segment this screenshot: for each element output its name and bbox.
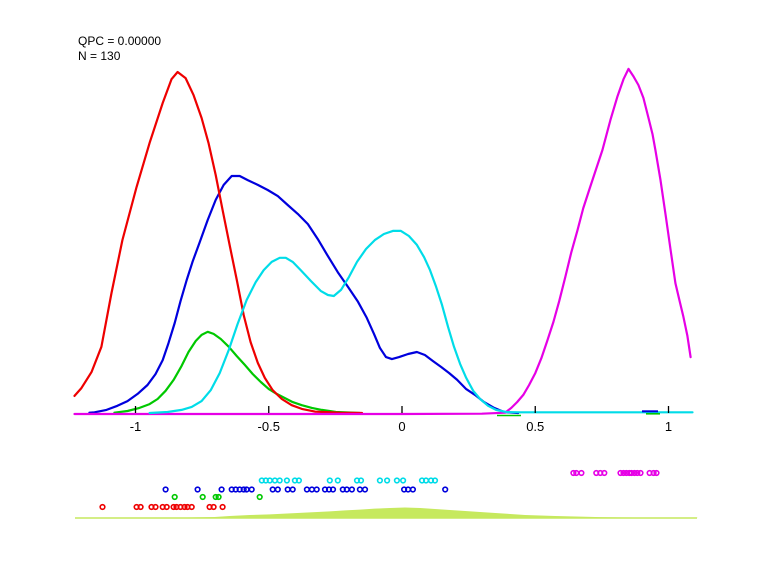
n-label: N = 130: [78, 49, 121, 63]
rug-red-point: [181, 503, 188, 511]
rug-cyan-point: [393, 477, 401, 484]
rug-green-point: [256, 493, 263, 501]
rug-red-point: [170, 503, 177, 511]
rug-cyan-point: [276, 477, 283, 484]
cluster-cyan-curve: [148, 229, 694, 415]
rug-green-point: [212, 493, 219, 501]
cluster-magenta-curve: [73, 67, 692, 416]
rug-magenta-point: [650, 469, 657, 477]
rug-blue-point: [361, 486, 369, 493]
rug-blue-point: [248, 486, 255, 493]
rug-blue-point: [218, 486, 225, 493]
rug-blue-point: [442, 486, 449, 493]
rug-blue-point: [194, 486, 201, 493]
rug-blue-point: [348, 486, 356, 493]
rug-cyan-point: [326, 477, 333, 484]
rug-blue-point: [269, 486, 276, 493]
rug-green-point: [199, 493, 206, 501]
rug-red-point: [99, 503, 106, 511]
rug-red-point: [137, 503, 144, 511]
rug-blue-point: [284, 486, 291, 493]
rug-cyan-point: [295, 477, 303, 484]
x-tick-label-1: 1: [665, 419, 672, 434]
rug-blue-point: [343, 486, 350, 493]
rug-magenta-point: [570, 469, 577, 477]
rug-magenta-point: [637, 469, 644, 477]
cluster-blue-curve: [88, 174, 520, 415]
rug-red-point: [210, 503, 217, 511]
rug-magenta-point: [634, 469, 641, 477]
rug-cyan-point: [422, 477, 430, 484]
rug-cyan-point: [266, 477, 273, 484]
overall-density-fill: [74, 507, 698, 518]
rug-green-point: [215, 493, 222, 501]
rug-cyan-point: [384, 477, 391, 484]
rug-magenta-point: [617, 469, 624, 477]
rug-magenta-point: [578, 469, 585, 477]
rug-magenta-point: [628, 469, 635, 477]
rug-blue-point: [308, 486, 316, 493]
rug-green-point: [171, 493, 178, 501]
rug-blue-point: [303, 486, 311, 493]
x-tick-label-0.5: 0.5: [526, 419, 544, 434]
rug-blue-point: [329, 486, 337, 493]
rug-blue-point: [289, 486, 296, 493]
rug-magenta-point: [631, 469, 638, 477]
qpc-label: QPC = 0.00000: [78, 34, 162, 48]
rug-cyan-point: [431, 477, 439, 484]
rug-red-point: [219, 503, 226, 511]
annotation-block: QPC = 0.00000 N = 130: [78, 34, 161, 64]
rug-blue-point: [405, 486, 412, 493]
rug-magenta-point: [653, 469, 660, 477]
rug-red-point: [188, 503, 195, 511]
rug-red-point: [163, 503, 170, 511]
rug-blue-point: [313, 486, 320, 493]
rug-red-point: [152, 503, 159, 511]
rug-blue-point: [240, 486, 247, 493]
x-tick-label--1: -1: [130, 419, 142, 434]
rug-cyan-point: [283, 477, 291, 484]
rug-cyan-point: [334, 477, 341, 484]
rug-cyan-point: [357, 477, 365, 484]
rug-blue-point: [409, 486, 417, 493]
cluster-red-curve: [73, 70, 364, 415]
x-tick-label--0.5: -0.5: [258, 419, 280, 434]
rug-blue-point: [162, 486, 169, 493]
rug-cyan-point: [271, 477, 279, 484]
rug-cyan-point: [376, 477, 384, 484]
cluster-green-curve: [113, 330, 361, 415]
rug-blue-point: [356, 486, 364, 493]
rug-magenta-point: [620, 469, 627, 477]
x-tick-label-0: 0: [398, 419, 405, 434]
rug-cyan-point: [400, 477, 407, 484]
rug-blue-point: [274, 486, 281, 493]
rug-magenta-point: [601, 469, 608, 477]
